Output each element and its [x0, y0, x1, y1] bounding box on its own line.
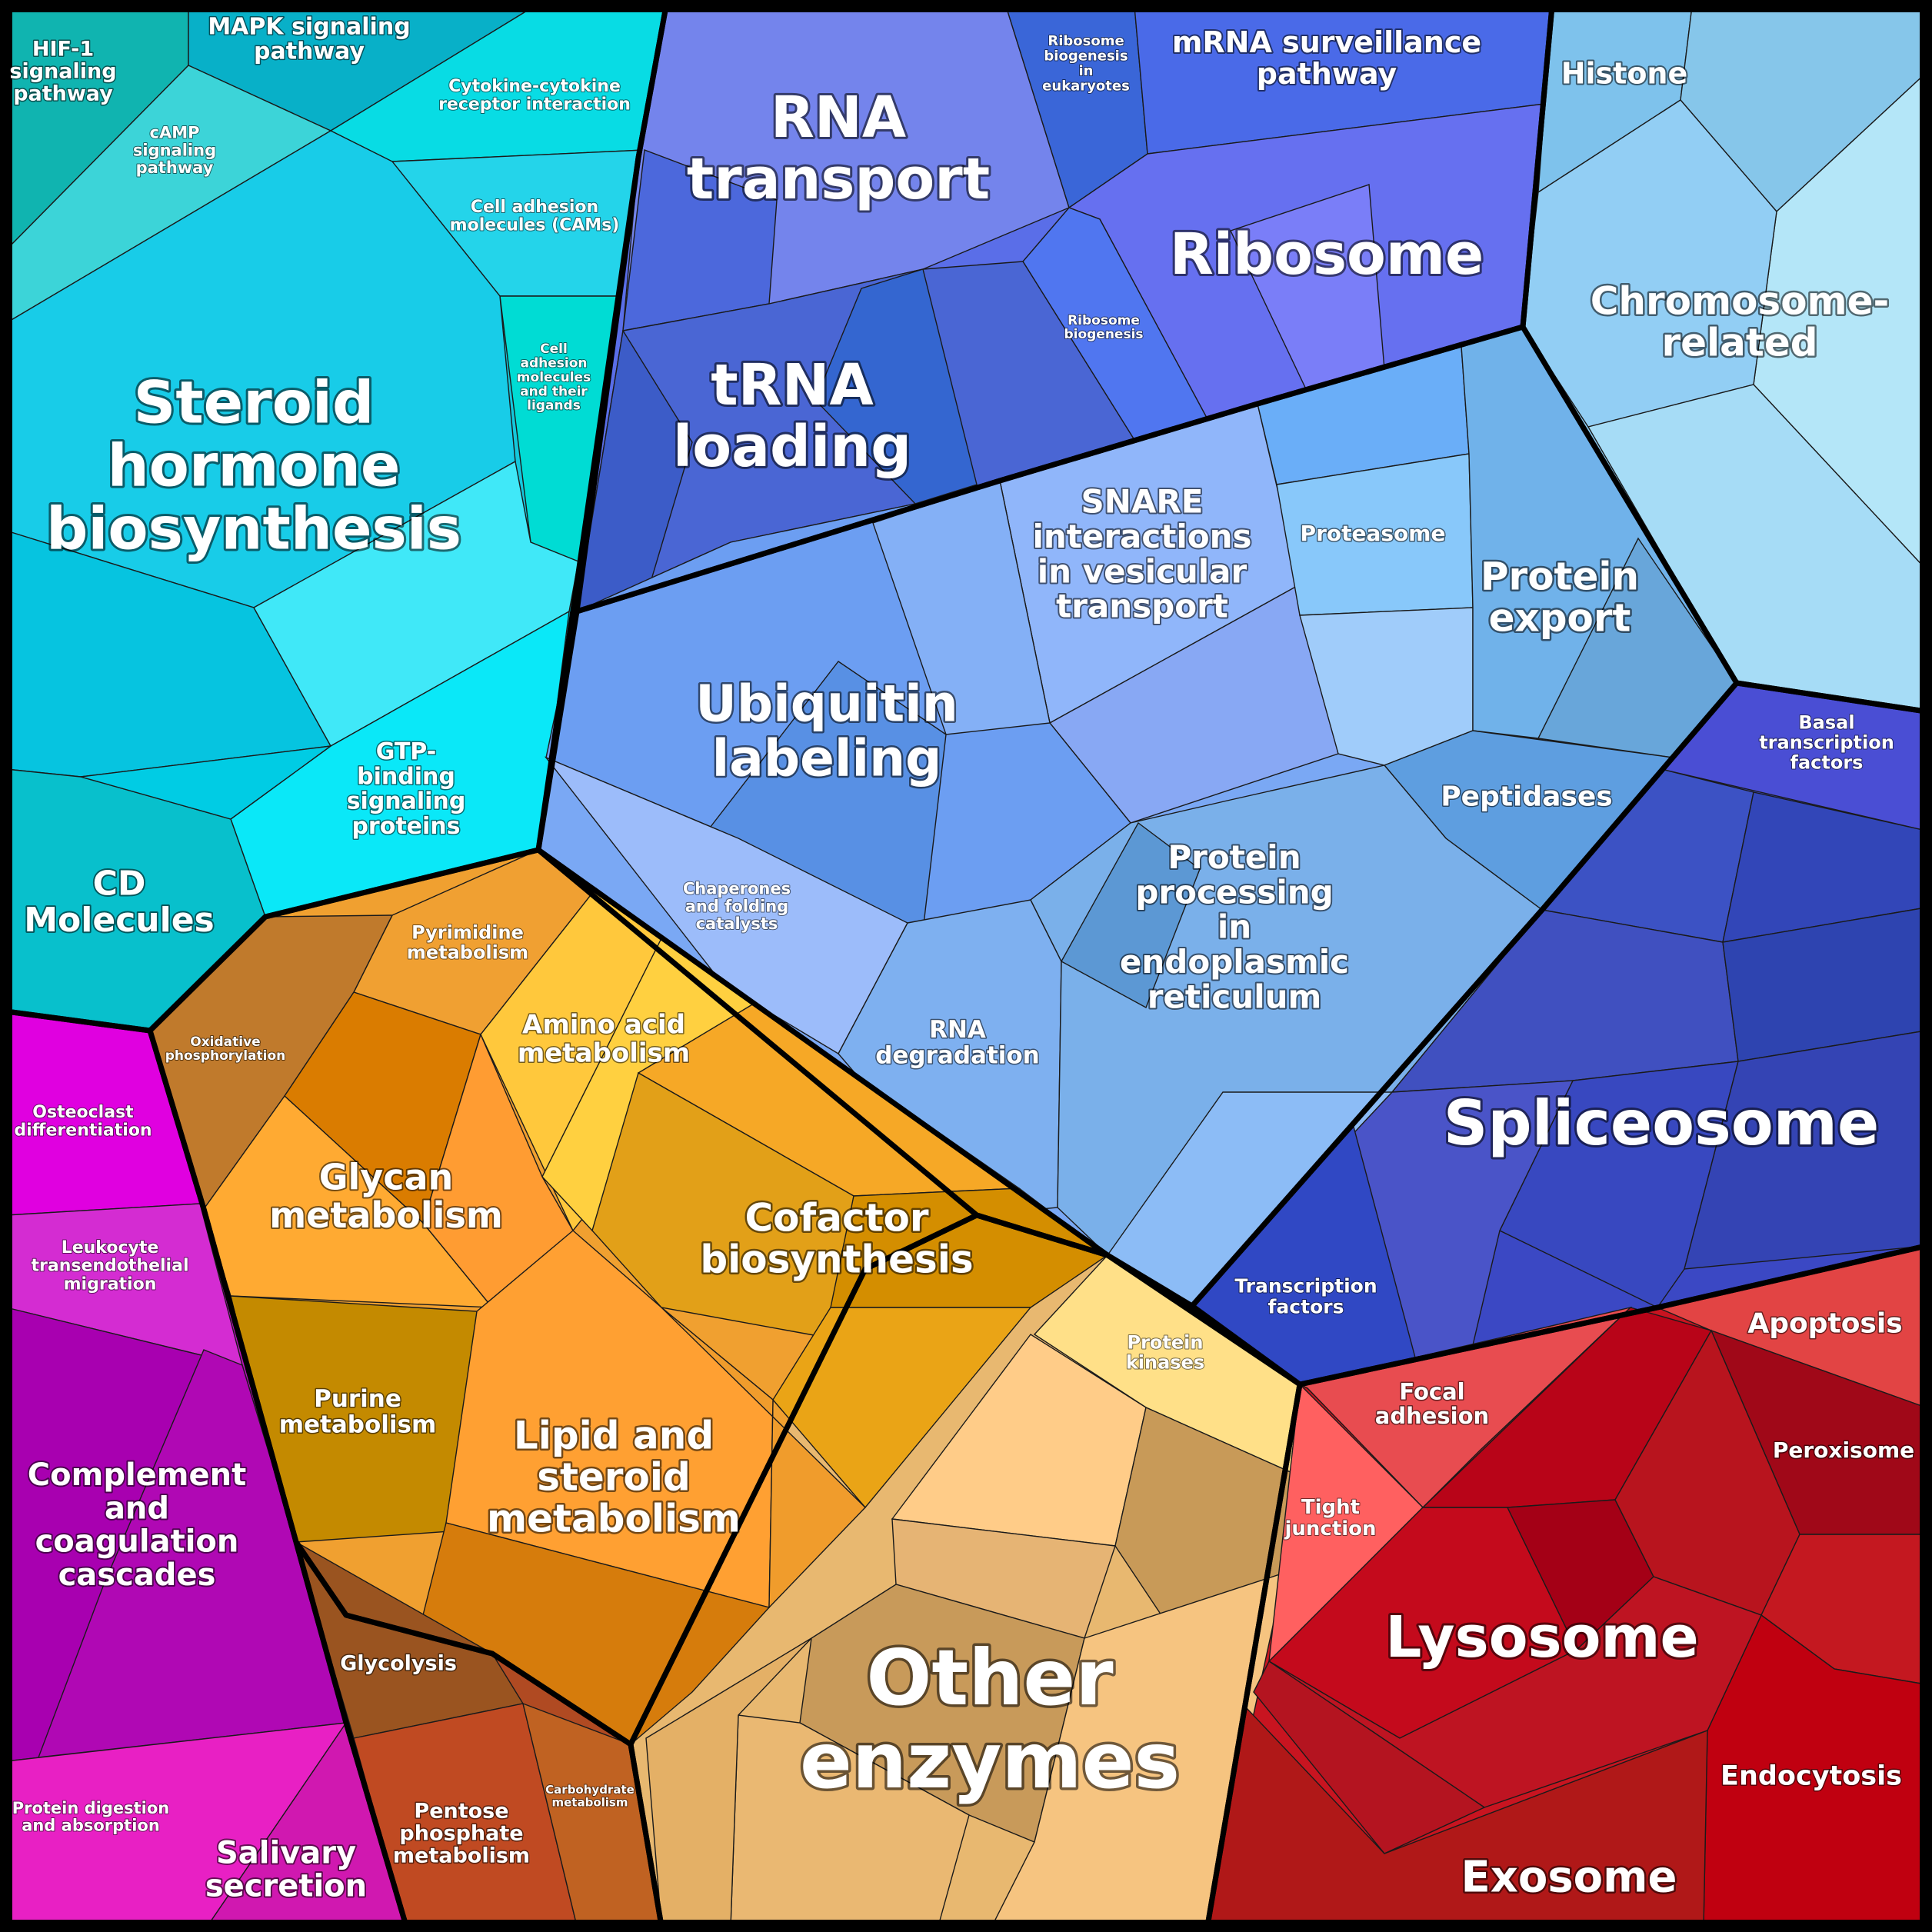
label-pyrimidine: Pyrimidine metabolism [407, 921, 528, 963]
label-carbohydrate: Carbohydrate metabolism [545, 1783, 635, 1809]
label-proteasome: Proteasome [1301, 521, 1446, 546]
label-complement: Complement and coagulation cascades [28, 1457, 246, 1593]
label-ribosome: Ribosome [1170, 222, 1484, 288]
label-cell-adh-lig: Cell adhesion molecules and their ligands [517, 341, 591, 414]
label-salivary: Salivary secretion [205, 1835, 367, 1904]
cell-steroid-c [80, 744, 333, 820]
label-peptidases: Peptidases [1441, 781, 1612, 813]
label-osteoclast: Osteoclast differentiation [14, 1103, 152, 1141]
label-protein-kinases: Protein kinases [1126, 1331, 1204, 1373]
label-endocytosis: Endocytosis [1720, 1760, 1902, 1791]
label-mrna: mRNA surveillance pathway [1172, 25, 1481, 91]
label-camp: cAMP signaling pathway [133, 124, 216, 177]
label-protein-digestion: Protein digestion and absorption [12, 1799, 170, 1835]
label-lipid: Lipid and steroid metabolism [487, 1414, 741, 1541]
label-tf: Transcription factors [1234, 1274, 1377, 1317]
label-cd: CD Molecules [24, 864, 214, 941]
label-spliceosome: Spliceosome [1444, 1088, 1880, 1159]
label-glycan: Glycan metabolism [269, 1156, 503, 1236]
label-cams: Cell adhesion molecules (CAMs) [450, 198, 620, 235]
label-other: Other enzymes [800, 1633, 1180, 1806]
label-ribo-euk: Ribosome biogenesis in eukaryotes [1042, 33, 1130, 94]
label-mapk: MAPK signaling pathway [208, 13, 410, 65]
cell-layer [5, 5, 1927, 1927]
label-snare: SNARE interactions in vesicular transport [1032, 483, 1251, 625]
label-ribo-bio: Ribosome biogenesis [1064, 313, 1143, 342]
label-basal: Basal transcription factors [1759, 712, 1894, 774]
label-trna: tRNA loading [673, 352, 911, 480]
label-ubiquitin: Ubiquitin labeling [695, 675, 958, 788]
label-chaperones: Chaperones and folding catalysts [683, 880, 791, 933]
label-purine: Purine metabolism [279, 1385, 437, 1439]
cell-red-f [1253, 1660, 1486, 1854]
cell-lipid-c [661, 1307, 866, 1609]
label-protein-export: Protein export [1481, 555, 1639, 641]
label-chromosome: Chromosome-related [1591, 279, 1890, 365]
label-focal: Focal adhesion [1375, 1379, 1489, 1429]
label-steroid: Steroid hormone biosynthesis [46, 368, 461, 563]
label-gtp: GTP-binding signaling proteins [347, 738, 466, 840]
cell-focal [1297, 1306, 1633, 1508]
label-hif1: HIF-1 signaling pathway [9, 37, 116, 105]
cell-trna-c [814, 268, 978, 505]
label-protein-er: Protein processing in endoplasmic reticulum [1120, 838, 1349, 1015]
label-glycolysis: Glycolysis [340, 1651, 457, 1675]
label-amino: Amino acid metabolism [518, 1010, 690, 1069]
label-tight: Tight junction [1284, 1496, 1376, 1541]
label-cytokine: Cytokine-cytokine receptor interaction [438, 77, 631, 115]
cell-red-e [1268, 1576, 1762, 1808]
label-peroxisome: Peroxisome [1773, 1437, 1914, 1463]
label-exosome: Exosome [1461, 1853, 1677, 1903]
label-oxphos: Oxidative phosphorylation [165, 1034, 286, 1064]
cell-cofactor-b [591, 1071, 854, 1339]
label-apoptosis: Apoptosis [1747, 1308, 1902, 1340]
cell-per-b [1061, 821, 1201, 1008]
label-histone: Histone [1561, 56, 1688, 90]
cell-cofactor-c [830, 1188, 1109, 1308]
label-leukocyte: Leukocyte transendothelial migration [32, 1238, 189, 1294]
label-cofactor: Cofactor biosynthesis [700, 1196, 973, 1282]
label-rna-transport: RNA transport [687, 85, 990, 212]
cell-other-g [645, 1637, 812, 1927]
label-lysosome: Lysosome [1385, 1604, 1698, 1671]
label-pentose: Pentose phosphate metabolism [393, 1799, 530, 1867]
label-rna-deg: RNA degradation [875, 1016, 1040, 1070]
label-layer: HIF-1 signaling pathway MAPK signaling path… [8, 12, 1916, 1906]
